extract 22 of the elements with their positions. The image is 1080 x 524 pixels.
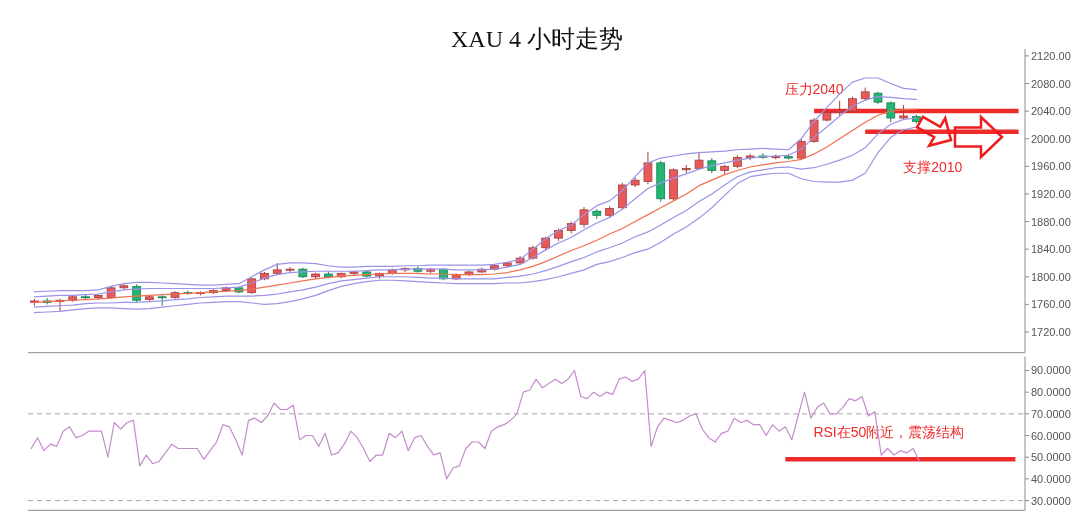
y-tick-label: 30.0000 [1031,494,1071,507]
y-tick-label: 1720.00 [1031,326,1071,338]
y-tick-label: 2000.00 [1031,132,1071,145]
y-tick-label: 70.0000 [1031,407,1071,420]
line-label: 支撑2010 [903,158,963,175]
title: XAU 4 小时走势 [451,26,623,52]
y-tick-label: 50.0000 [1031,451,1071,464]
y-tick-label: 1760.00 [1031,298,1071,311]
y-tick-label: 2040.00 [1031,105,1071,118]
y-tick-label: 60.0000 [1031,429,1071,442]
y-tick-label: 2120.00 [1031,49,1071,62]
line-label: RSI在50附近，震荡结构 [813,424,965,441]
line-label: 压力2040 [784,81,844,98]
y-tick-label: 1800.00 [1031,270,1071,283]
y-tick-label: 90.0000 [1031,364,1071,377]
y-tick-label: 1920.00 [1031,187,1071,200]
y-tick-label: 2080.00 [1031,77,1071,90]
y-tick-label: 1880.00 [1031,215,1071,228]
y-tick-label: 40.0000 [1031,472,1071,485]
y-tick-label: 1960.00 [1031,160,1071,173]
y-tick-label: 1840.00 [1031,243,1071,256]
y-tick-label: 80.0000 [1031,386,1071,399]
